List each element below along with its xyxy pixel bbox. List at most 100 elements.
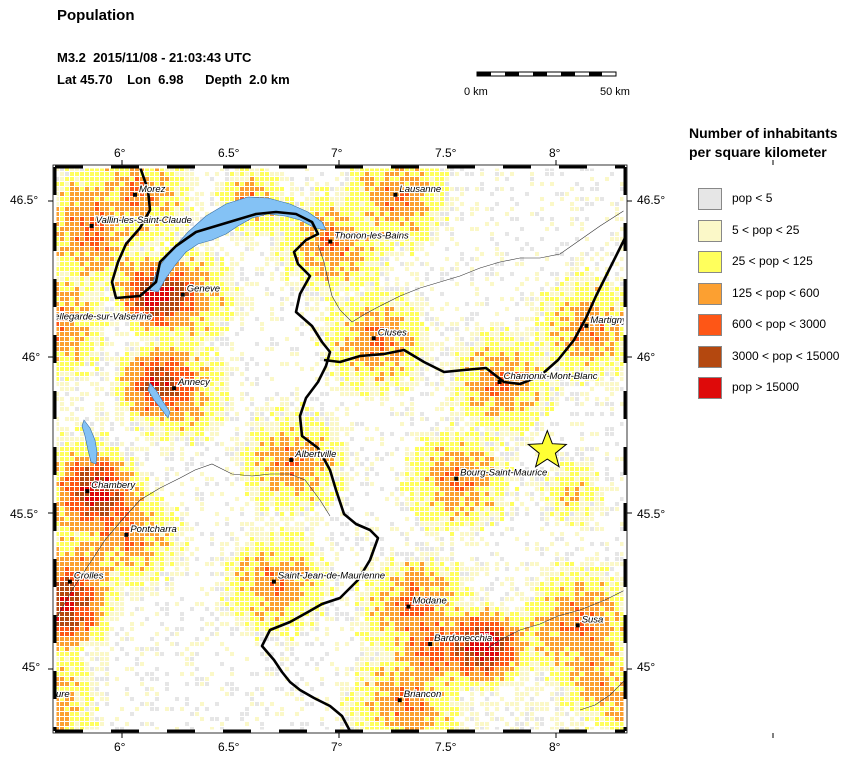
density-cell: [70, 167, 74, 171]
density-cell: [365, 312, 369, 316]
density-cell: [290, 452, 294, 456]
density-cell: [95, 277, 99, 281]
density-cell: [590, 327, 594, 331]
density-cell: [485, 362, 489, 366]
density-cell: [545, 357, 549, 361]
density-cell: [135, 262, 139, 266]
density-cell: [390, 352, 394, 356]
density-cell: [200, 302, 204, 306]
density-cell: [130, 192, 134, 196]
density-cell: [310, 427, 314, 431]
density-cell: [315, 237, 319, 241]
density-cell: [110, 267, 114, 271]
density-cell: [90, 247, 94, 251]
density-cell: [350, 322, 354, 326]
density-cell: [430, 237, 434, 241]
density-cell: [175, 417, 179, 421]
density-cell: [55, 292, 59, 296]
density-cell: [250, 242, 254, 246]
density-cell: [375, 277, 379, 281]
density-cell: [250, 302, 254, 306]
density-cell: [115, 227, 119, 231]
density-cell: [130, 462, 134, 466]
density-cell: [105, 452, 109, 456]
density-cell: [170, 352, 174, 356]
density-cell: [595, 317, 599, 321]
density-cell: [95, 447, 99, 451]
density-cell: [335, 422, 339, 426]
density-cell: [405, 297, 409, 301]
density-cell: [190, 262, 194, 266]
density-cell: [340, 357, 344, 361]
density-cell: [530, 247, 534, 251]
density-cell: [335, 177, 339, 181]
density-cell: [210, 327, 214, 331]
density-cell: [480, 437, 484, 441]
density-cell: [485, 222, 489, 226]
density-cell: [515, 442, 519, 446]
density-cell: [295, 282, 299, 286]
density-cell: [240, 307, 244, 311]
density-cell: [405, 362, 409, 366]
density-cell: [155, 167, 159, 171]
density-cell: [465, 462, 469, 466]
density-cell: [395, 167, 399, 171]
density-cell: [455, 377, 459, 381]
density-cell: [145, 292, 149, 296]
density-cell: [175, 377, 179, 381]
density-cell: [100, 372, 104, 376]
density-cell: [215, 187, 219, 191]
density-cell: [370, 367, 374, 371]
density-cell: [380, 187, 384, 191]
density-cell: [195, 182, 199, 186]
density-cell: [420, 262, 424, 266]
density-cell: [295, 242, 299, 246]
density-cell: [140, 432, 144, 436]
density-cell: [550, 387, 554, 391]
density-cell: [415, 467, 419, 471]
density-cell: [610, 352, 614, 356]
density-cell: [605, 342, 609, 346]
density-cell: [425, 182, 429, 186]
density-cell: [355, 302, 359, 306]
density-cell: [70, 232, 74, 236]
density-cell: [145, 422, 149, 426]
density-cell: [360, 237, 364, 241]
density-cell: [325, 367, 329, 371]
density-cell: [100, 462, 104, 466]
density-cell: [420, 452, 424, 456]
density-cell: [140, 262, 144, 266]
density-cell: [200, 277, 204, 281]
density-cell: [210, 317, 214, 321]
density-cell: [465, 442, 469, 446]
density-cell: [475, 247, 479, 251]
density-cell: [240, 292, 244, 296]
density-cell: [455, 447, 459, 451]
density-cell: [350, 277, 354, 281]
density-cell: [560, 462, 564, 466]
density-cell: [70, 377, 74, 381]
density-cell: [360, 202, 364, 206]
density-cell: [215, 362, 219, 366]
density-cell: [605, 242, 609, 246]
density-cell: [545, 327, 549, 331]
density-cell: [65, 202, 69, 206]
density-cell: [470, 432, 474, 436]
density-cell: [195, 297, 199, 301]
density-cell: [405, 352, 409, 356]
density-cell: [160, 247, 164, 251]
density-cell: [385, 377, 389, 381]
density-cell: [340, 462, 344, 466]
density-cell: [215, 272, 219, 276]
density-cell: [130, 287, 134, 291]
density-cell: [295, 237, 299, 241]
density-cell: [400, 402, 404, 406]
density-cell: [95, 412, 99, 416]
density-cell: [185, 217, 189, 221]
density-cell: [455, 362, 459, 366]
density-cell: [440, 187, 444, 191]
density-cell: [325, 372, 329, 376]
density-cell: [310, 177, 314, 181]
density-cell: [255, 377, 259, 381]
density-cell: [370, 262, 374, 266]
